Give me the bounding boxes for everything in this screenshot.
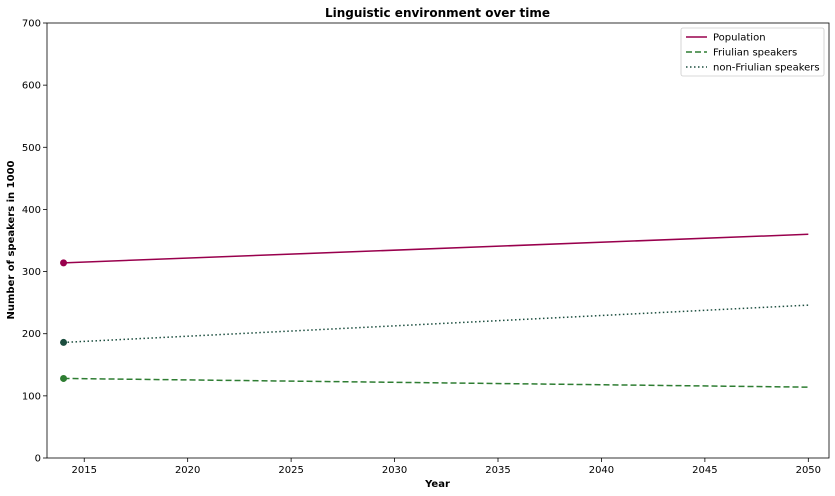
legend-box — [680, 27, 825, 77]
x-tick-label: 2020 — [175, 465, 200, 476]
y-tick-label: 700 — [22, 19, 41, 30]
x-axis-title: Year — [424, 479, 450, 490]
y-tick-label: 600 — [22, 81, 41, 92]
x-tick-label: 2040 — [589, 465, 614, 476]
x-tick-label: 2035 — [485, 465, 510, 476]
x-tick-label: 2045 — [692, 465, 717, 476]
chart-title: Linguistic environment over time — [325, 6, 550, 20]
series-marker-1 — [60, 374, 68, 382]
y-tick-label: 100 — [22, 391, 41, 402]
legend: Population Friulian speakers non-Friulian … — [680, 27, 825, 77]
x-tick-label: 2015 — [72, 465, 97, 476]
y-tick-label: 200 — [22, 329, 41, 340]
x-tick-label: 2025 — [278, 465, 303, 476]
series-marker-0 — [60, 259, 68, 267]
legend-label-2: non-Friulian speakers — [713, 63, 820, 74]
series-marker-2 — [60, 338, 68, 346]
legend-label-1: Friulian speakers — [713, 48, 797, 59]
y-axis: 0 100 200 300 400 500 600 700 — [22, 19, 47, 465]
x-tick-label: 2030 — [382, 465, 407, 476]
y-tick-label: 400 — [22, 205, 41, 216]
plot-frame — [46, 22, 830, 459]
x-axis: 2015 2020 2025 2030 2035 2040 2045 2050 — [72, 458, 821, 476]
y-tick-label: 300 — [22, 267, 41, 278]
y-tick-label: 0 — [35, 454, 41, 465]
x-tick-label: 2050 — [796, 465, 821, 476]
series-line-2 — [63, 304, 809, 344]
legend-label-0: Population — [713, 33, 766, 44]
plot-area — [46, 22, 830, 459]
y-axis-title: Number of speakers in 1000 — [6, 160, 17, 319]
y-tick-label: 500 — [22, 143, 41, 154]
series-line-0 — [63, 233, 809, 264]
series-line-1 — [63, 377, 809, 388]
series-layer — [60, 233, 809, 388]
